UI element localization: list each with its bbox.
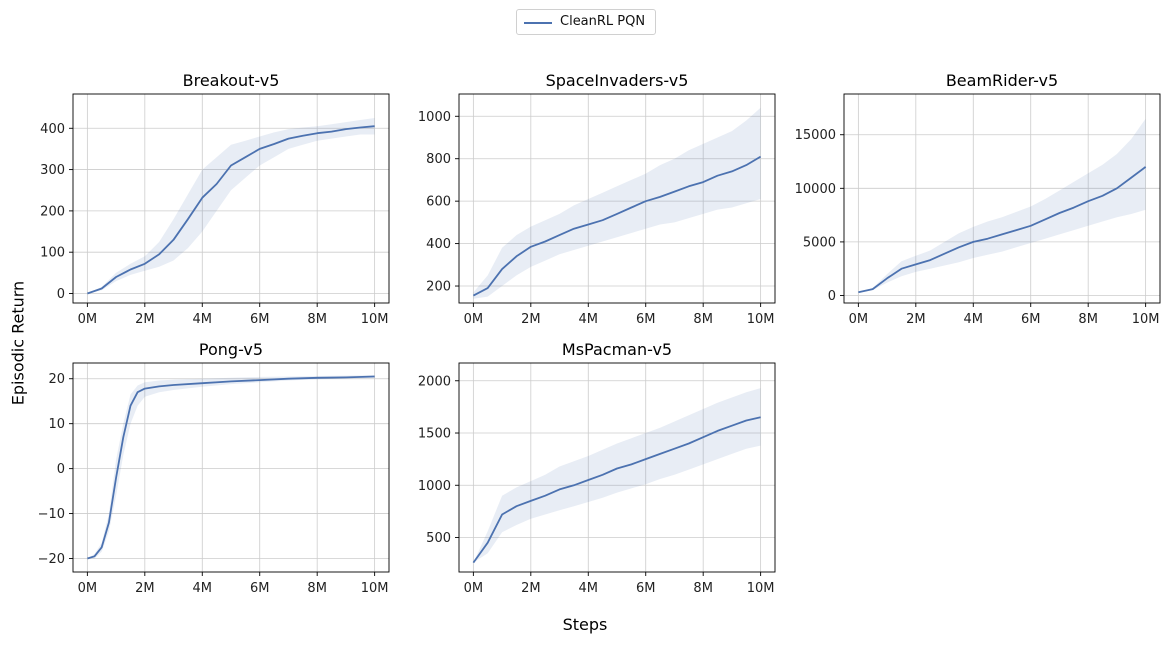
y-tick-label: 2000 — [418, 374, 451, 389]
series-line — [472, 155, 762, 297]
x-axis-label: Steps — [562, 615, 608, 634]
x-tick-label: 10M — [1132, 312, 1160, 327]
y-tick-label: 1000 — [418, 479, 451, 494]
y-tick-label: 10 — [48, 417, 65, 432]
y-tick-label: 0 — [57, 287, 65, 302]
x-tick-label: 6M — [250, 312, 270, 327]
x-tick-label: 0M — [78, 312, 98, 327]
y-tick-label: 300 — [40, 163, 65, 178]
x-tick-label: 4M — [193, 312, 213, 327]
x-tick-label: 0M — [464, 581, 484, 596]
x-tick-label: 10M — [361, 581, 389, 596]
axes-frame — [458, 362, 776, 573]
x-tick-label: 10M — [747, 581, 775, 596]
series-line — [87, 125, 375, 295]
x-tick-label: 4M — [193, 581, 213, 596]
legend: CleanRL PQN — [516, 9, 656, 35]
x-tick-label: 2M — [521, 312, 541, 327]
x-tick-label: 10M — [747, 312, 775, 327]
x-tick-label: 0M — [78, 581, 98, 596]
legend-line-swatch — [524, 22, 552, 24]
y-tick-label: 0 — [57, 462, 65, 477]
chart-panel-1: 0M 2M 4M 6M 8M 10M 0 100 200 300 400 Breakout-v5 — [40, 71, 390, 327]
x-tick-label: 8M — [1078, 312, 1098, 327]
chart-panel-4: 0M 2M 4M 6M 8M 10M −20 −10 0 10 20 Pong-v5 — [38, 340, 390, 596]
series-line — [472, 416, 761, 564]
confidence-band — [87, 118, 375, 294]
x-tick-label: 4M — [964, 312, 984, 327]
y-axis-label: Episodic Return — [8, 280, 28, 406]
chart-title: Breakout-v5 — [183, 71, 280, 90]
y-tick-label: 1000 — [418, 110, 451, 125]
y-tick-label: −10 — [38, 507, 65, 522]
x-tick-label: 2M — [521, 581, 541, 596]
y-tick-label: 100 — [40, 246, 65, 261]
x-tick-label: 4M — [579, 581, 599, 596]
axes-frame — [72, 93, 390, 304]
x-tick-label: 8M — [307, 581, 327, 596]
y-tick-label: 400 — [426, 237, 451, 252]
chart-panel-3: 0M 2M 4M 6M 8M 10M 0 5000 10000 15000 BeamRider-v5 — [795, 71, 1161, 327]
y-tick-label: 1500 — [418, 427, 451, 442]
y-tick-label: 600 — [426, 195, 451, 210]
axes-frame — [72, 362, 390, 573]
y-tick-label: 10000 — [795, 182, 836, 197]
axes-frame — [458, 93, 776, 304]
legend-label: CleanRL PQN — [560, 14, 646, 29]
x-tick-label: 6M — [636, 312, 656, 327]
y-tick-label: 20 — [48, 372, 65, 387]
x-tick-label: 0M — [849, 312, 869, 327]
chart-title: Pong-v5 — [199, 340, 263, 359]
chart-title: SpaceInvaders-v5 — [546, 71, 689, 90]
confidence-band — [473, 388, 761, 563]
y-tick-label: 400 — [40, 122, 65, 137]
confidence-band — [87, 375, 375, 559]
y-tick-label: 800 — [426, 152, 451, 167]
x-tick-label: 4M — [579, 312, 599, 327]
series-line — [87, 375, 375, 560]
x-tick-label: 8M — [693, 312, 713, 327]
confidence-band — [473, 107, 761, 299]
y-tick-label: 15000 — [795, 128, 836, 143]
chart-panel-2: 0M 2M 4M 6M 8M 10M 200 400 600 800 1000 SpaceInvade… — [418, 71, 776, 327]
x-tick-label: 8M — [693, 581, 713, 596]
x-tick-label: 6M — [636, 581, 656, 596]
chart-panel-5: 0M 2M 4M 6M 8M 10M 500 1000 1500 2000 MsPacman-v5 — [418, 340, 776, 596]
confidence-band — [858, 118, 1146, 293]
chart-title: MsPacman-v5 — [562, 340, 672, 359]
chart-title: BeamRider-v5 — [946, 71, 1058, 90]
x-tick-label: 2M — [906, 312, 926, 327]
y-tick-label: 0 — [828, 289, 836, 304]
x-tick-label: 10M — [361, 312, 389, 327]
x-tick-label: 2M — [135, 581, 155, 596]
y-tick-label: 200 — [426, 280, 451, 295]
x-tick-label: 8M — [307, 312, 327, 327]
x-tick-label: 2M — [135, 312, 155, 327]
x-tick-label: 6M — [1021, 312, 1041, 327]
x-tick-label: 0M — [464, 312, 484, 327]
axes-frame — [843, 93, 1161, 304]
y-tick-label: 5000 — [803, 235, 836, 250]
y-tick-label: −20 — [38, 552, 65, 567]
x-tick-label: 6M — [250, 581, 270, 596]
series-line — [858, 166, 1147, 294]
y-tick-label: 500 — [426, 531, 451, 546]
y-tick-label: 200 — [40, 204, 65, 219]
